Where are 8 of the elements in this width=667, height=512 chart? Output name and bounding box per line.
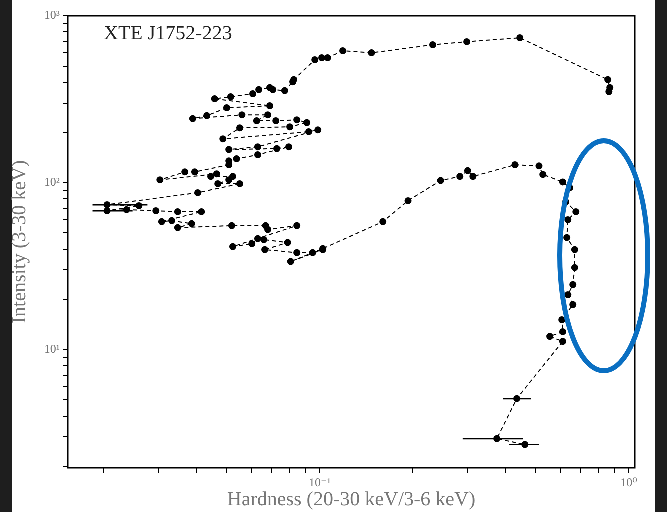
x-tick-label: 10⁻¹ <box>309 475 332 490</box>
y-tick-label: 10² <box>44 175 60 190</box>
y-tick-label: 10¹ <box>44 342 60 356</box>
y-tick-label: 10³ <box>44 8 60 22</box>
x-tick-label: 10⁰ <box>620 475 638 490</box>
y-axis-title: Intensity (3-30 keV) <box>8 160 30 324</box>
x-axis-title: Hardness (20-30 keV/3-6 keV) <box>227 488 476 510</box>
chart-title: XTE J1752-223 <box>104 22 232 44</box>
